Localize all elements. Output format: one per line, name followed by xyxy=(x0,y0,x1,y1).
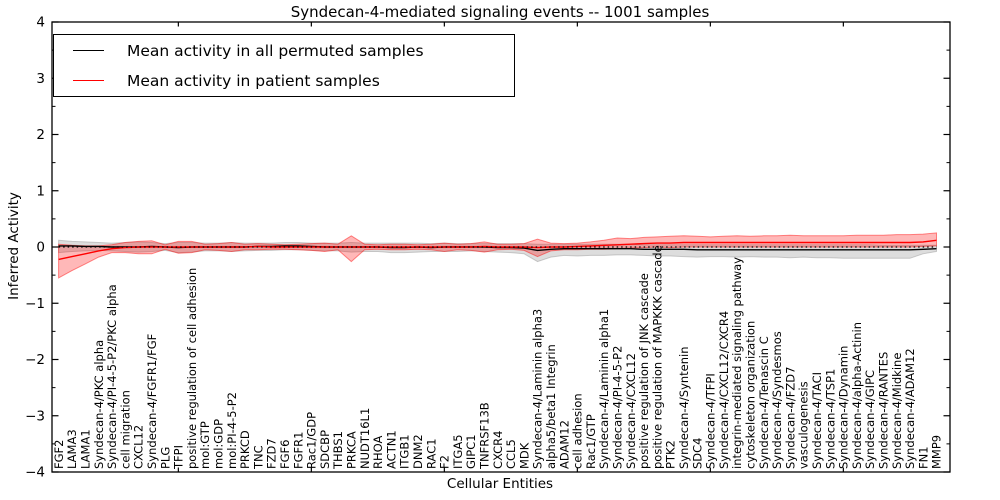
x-tick-label: SDCBP xyxy=(318,430,332,469)
x-tick-label: integrin-mediated signaling pathway xyxy=(730,257,744,469)
x-tick-label: Syndecan-4/CXCL12 xyxy=(624,353,638,469)
legend: Mean activity in all permuted samples Me… xyxy=(53,34,515,97)
svg-text:−4: −4 xyxy=(25,465,45,481)
x-tick-label: PRKCD xyxy=(238,430,252,469)
svg-text:2: 2 xyxy=(36,127,45,143)
x-tick-label: mol:PI-4-5-P2 xyxy=(225,392,239,469)
x-tick-label: Syndecan-4/RANTES xyxy=(877,352,891,469)
x-tick-label: ADAM12 xyxy=(557,420,571,469)
svg-text:1: 1 xyxy=(36,183,45,199)
patient-line xyxy=(58,239,937,261)
x-tick-label: MMP9 xyxy=(930,435,944,469)
x-tick-label: RHOA xyxy=(371,436,385,469)
x-tick-label: positive regulation of MAPKKK cascade xyxy=(650,245,664,469)
legend-line-permuted-icon xyxy=(73,50,104,51)
x-tick-label: Syndecan-4/FZD7 xyxy=(783,367,797,469)
x-tick-label: Syndecan-4/FGFR1/FGF xyxy=(145,334,159,469)
x-tick-label: Syndecan-4/ADAM12 xyxy=(903,348,917,469)
x-tick-label: F2 xyxy=(438,455,452,469)
x-tick-label: Syndecan-4/Laminin alpha3 xyxy=(531,309,545,469)
legend-line-patient-icon xyxy=(73,80,104,81)
x-tick-label: CCL5 xyxy=(504,439,518,469)
patient-band xyxy=(58,232,937,279)
y-axis-ticks: −4 −3 −2 −1 0 1 2 3 4 xyxy=(25,15,950,481)
x-tick-label: CXCL12 xyxy=(132,425,146,469)
legend-row-permuted: Mean activity in all permuted samples xyxy=(54,39,514,63)
x-tick-label: Syndecan-4/Laminin alpha1 xyxy=(597,309,611,469)
x-tick-label: TFPI xyxy=(172,445,186,470)
x-tick-label: TNC xyxy=(251,445,265,470)
x-tick-label: PTK2 xyxy=(664,440,678,469)
svg-text:4: 4 xyxy=(36,15,45,31)
x-tick-label: ITGA5 xyxy=(451,434,465,469)
x-tick-label: Syndecan-4/PI-4-5-P2/PKC alpha xyxy=(105,284,119,469)
x-tick-label: LAMA1 xyxy=(79,429,93,469)
x-tick-label: Syndecan-4/alpha-Actinin xyxy=(850,322,864,469)
x-tick-label: LAMA3 xyxy=(65,429,79,469)
x-tick-label: PRKCA xyxy=(344,431,358,469)
x-tick-label: FGF6 xyxy=(278,440,292,469)
y-axis-title: Inferred Activity xyxy=(6,192,22,300)
svg-text:−1: −1 xyxy=(25,296,45,312)
x-tick-label: Rac1/GTP xyxy=(584,414,598,469)
x-tick-label: Syndecan-4/TSP1 xyxy=(823,369,837,469)
chart-title: Syndecan-4-mediated signaling events -- … xyxy=(290,3,710,21)
svg-text:3: 3 xyxy=(36,71,45,87)
legend-row-patient: Mean activity in patient samples xyxy=(54,69,514,93)
x-tick-label: Syndecan-4/Dynamin xyxy=(837,346,851,469)
x-tick-label: MDK xyxy=(517,442,531,469)
x-tick-label: FZD7 xyxy=(265,438,279,469)
x-tick-label: Syndecan-4/Midkine xyxy=(890,353,904,469)
svg-text:−3: −3 xyxy=(25,408,45,424)
svg-text:−2: −2 xyxy=(25,352,45,368)
x-tick-label: NUDT16L1 xyxy=(358,408,372,469)
x-tick-label: Syndecan-4/PKC alpha xyxy=(92,340,106,469)
x-tick-label: vasculogenesis xyxy=(797,381,811,469)
x-tick-label: Syndecan-4/TFPI xyxy=(704,373,718,469)
svg-text:0: 0 xyxy=(36,240,45,256)
legend-label-permuted: Mean activity in all permuted samples xyxy=(127,41,424,60)
x-tick-label: cell migration xyxy=(118,390,132,469)
x-tick-label: Syndecan-4/GIPC xyxy=(863,370,877,469)
x-tick-label: cytoskeleton organization xyxy=(744,321,758,469)
x-tick-label: DNM2 xyxy=(411,434,425,469)
x-tick-label: mol:GDP xyxy=(212,419,226,469)
x-tick-label: positive regulation of cell adhesion xyxy=(185,268,199,469)
x-tick-label: GIPC1 xyxy=(464,434,478,469)
x-tick-label: Syndecan-4/TACI xyxy=(810,372,824,469)
x-axis-ticks xyxy=(177,22,844,472)
x-category-labels: FGF2 LAMA3 LAMA1 Syndecan-4/PKC alpha Syndec… xyxy=(52,245,944,470)
x-tick-label: Rac1/GDP xyxy=(305,412,319,469)
x-axis-title: Cellular Entities xyxy=(446,476,554,492)
x-tick-label: FN1 xyxy=(916,446,930,469)
x-tick-label: Syndecan-4/PI-4-5-P2 xyxy=(611,346,625,469)
x-tick-label: RAC1 xyxy=(424,438,438,469)
x-tick-label: alpha5/beta1 Integrin xyxy=(544,344,558,469)
x-tick-label: PLG xyxy=(158,447,172,469)
x-tick-label: Syndecan-4/Syntenin xyxy=(677,346,691,469)
x-tick-label: THBS1 xyxy=(331,431,345,470)
x-tick-label: Syndecan-4/Tenascin C xyxy=(757,336,771,469)
x-tick-label: Syndecan-4/Syndesmos xyxy=(770,331,784,469)
x-tick-label: ITGB1 xyxy=(398,434,412,469)
legend-label-patient: Mean activity in patient samples xyxy=(127,71,380,90)
x-tick-label: mol:GTP xyxy=(198,421,212,469)
x-tick-label: FGF2 xyxy=(52,440,66,469)
x-tick-label: ACTN1 xyxy=(384,430,398,469)
x-tick-label: cell adhesion xyxy=(571,393,585,469)
x-tick-label: positive regulation of JNK cascade xyxy=(637,273,651,469)
x-tick-label: SDC4 xyxy=(690,437,704,469)
x-tick-label: TNFRSF13B xyxy=(477,402,491,470)
x-tick-label: FGFR1 xyxy=(291,432,305,469)
x-tick-label: CXCR4 xyxy=(491,431,505,469)
x-tick-label: Syndecan-4/CXCL12/CXCR4 xyxy=(717,311,731,469)
